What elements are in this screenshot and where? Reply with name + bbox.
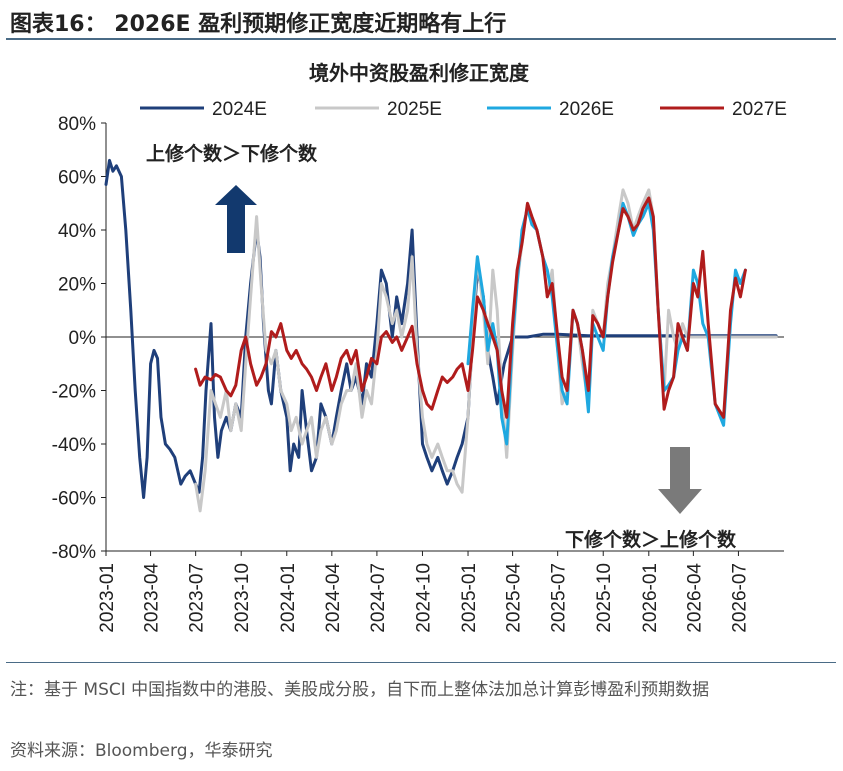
y-tick-label: -20% <box>52 382 96 403</box>
x-tick-label: 2025-07 <box>549 563 570 633</box>
down-arrow-icon <box>658 447 702 514</box>
series-lines <box>104 158 778 513</box>
series-line-2026e <box>466 201 747 446</box>
y-tick-label: -40% <box>52 435 96 456</box>
x-tick-label: 2023-10 <box>232 563 253 633</box>
legend-label-2024e: 2024E <box>212 99 267 120</box>
chart-title: 境外中资股盈利修正宽度 <box>309 61 530 85</box>
x-tick-label: 2025-10 <box>594 563 615 633</box>
annotation-upper: 上修个数＞下修个数 <box>146 142 318 165</box>
x-tick-label: 2026-04 <box>684 563 705 633</box>
upper-annotation-group: 上修个数＞下修个数 <box>146 142 318 253</box>
x-tick-label: 2023-04 <box>142 563 163 633</box>
x-axis-ticks: 2023-01 2023-04 2023-07 2023-10 2024-01 2024-… <box>97 551 750 633</box>
line-chart: 境外中资股盈利修正宽度 2024E 2025E 2026E 2027E 80% 60% 4… <box>52 61 787 633</box>
y-tick-label: 20% <box>58 275 96 296</box>
y-tick-label: 80% <box>58 114 96 135</box>
x-tick-label: 2026-01 <box>640 563 661 633</box>
footnote: 注：基于 MSCI 中国指数中的港股、美股成分股，自下而上整体法加总计算彭博盈利… <box>10 680 710 700</box>
y-axis-ticks: 80% 60% 40% 20% 0% -20% -40% -60% -80% <box>52 114 106 563</box>
figure-title: 图表16： 2026E 盈利预期修正宽度近期略有上行 <box>10 12 507 37</box>
x-tick-label: 2023-01 <box>97 563 118 633</box>
x-tick-label: 2024-04 <box>323 563 344 633</box>
x-tick-label: 2023-07 <box>187 563 208 633</box>
annotation-lower: 下修个数＞上修个数 <box>565 528 737 551</box>
x-tick-label: 2024-10 <box>413 563 434 633</box>
y-tick-label: 0% <box>69 328 97 349</box>
top-rule <box>6 38 836 40</box>
legend-label-2026e: 2026E <box>559 99 614 120</box>
x-tick-label: 2025-01 <box>459 563 480 633</box>
y-tick-label: -80% <box>52 542 96 563</box>
x-tick-label: 2025-04 <box>504 563 525 633</box>
series-line-2025e <box>194 188 778 513</box>
y-tick-label: 40% <box>58 221 96 242</box>
legend: 2024E 2025E 2026E 2027E <box>140 99 787 120</box>
x-tick-label: 2024-07 <box>368 563 389 633</box>
source-line: 资料来源：Bloomberg，华泰研究 <box>10 741 273 761</box>
lower-annotation-group: 下修个数＞上修个数 <box>565 447 737 551</box>
up-arrow-icon <box>215 185 257 253</box>
x-tick-label: 2026-07 <box>729 563 750 633</box>
bottom-rule <box>6 662 836 663</box>
y-tick-label: -60% <box>52 489 96 510</box>
y-tick-label: 60% <box>58 168 96 189</box>
legend-label-2027e: 2027E <box>732 99 787 120</box>
x-tick-label: 2024-01 <box>278 563 299 633</box>
legend-label-2025e: 2025E <box>387 99 442 120</box>
series-line-2027e <box>194 196 747 419</box>
